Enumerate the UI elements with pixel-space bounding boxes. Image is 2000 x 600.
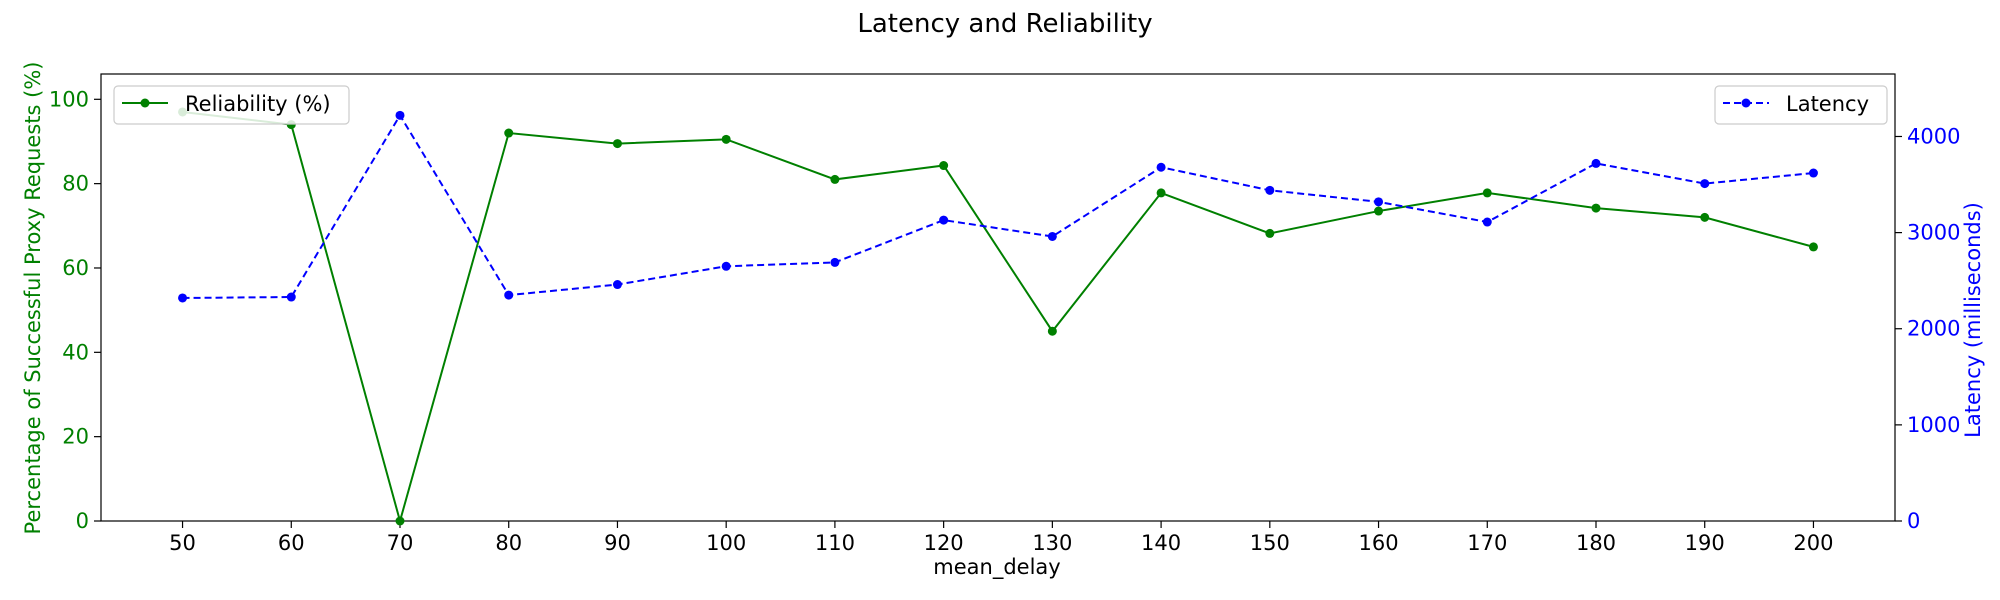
reliability-data-point (396, 517, 405, 526)
y-tick-label-right: 3000 (1907, 221, 1960, 245)
x-tick-label: 60 (278, 531, 305, 555)
x-tick-label: 200 (1793, 531, 1833, 555)
y-tick-label-right: 0 (1907, 509, 1920, 533)
reliability-data-point (1700, 213, 1709, 222)
reliability-data-point (1809, 242, 1818, 251)
legend-latency-label: Latency (1786, 92, 1869, 116)
plot-frame (101, 74, 1895, 521)
reliability-data-point (722, 135, 731, 144)
x-tick-label: 140 (1141, 531, 1181, 555)
reliability-data-point (613, 139, 622, 148)
y-tick-label-left: 40 (62, 340, 89, 364)
x-tick-label: 80 (495, 531, 522, 555)
latency-data-point (504, 291, 513, 300)
latency-data-point (722, 262, 731, 271)
legend-reliability-marker (141, 99, 150, 108)
reliability-series-line (183, 112, 1814, 521)
reliability-data-point (1592, 204, 1601, 213)
latency-data-point (1374, 197, 1383, 206)
legend-reliability-label: Reliability (%) (185, 92, 331, 116)
latency-data-point (396, 111, 405, 120)
reliability-data-point (1374, 207, 1383, 216)
latency-data-point (939, 216, 948, 225)
y-axis-label-left: Percentage of Successful Proxy Requests … (21, 62, 45, 535)
latency-data-point (613, 280, 622, 289)
x-tick-label: 90 (604, 531, 631, 555)
chart-title: Latency and Reliability (857, 9, 1152, 39)
x-tick-label: 160 (1358, 531, 1398, 555)
legend-latency: Latency (1715, 86, 1887, 124)
latency-data-point (1483, 218, 1492, 227)
x-tick-label: 110 (815, 531, 855, 555)
latency-data-point (1592, 159, 1601, 168)
legend-reliability: Reliability (%) (114, 86, 349, 124)
latency-data-point (1157, 163, 1166, 172)
reliability-data-point (1157, 188, 1166, 197)
x-tick-label: 70 (387, 531, 414, 555)
x-tick-label: 190 (1685, 531, 1725, 555)
reliability-data-point (504, 129, 513, 138)
y-tick-label-left: 0 (76, 509, 89, 533)
reliability-data-point (1048, 327, 1057, 336)
latency-data-point (1700, 179, 1709, 188)
x-tick-label: 180 (1576, 531, 1616, 555)
x-tick-label: 100 (706, 531, 746, 555)
latency-series-line (183, 115, 1814, 298)
x-tick-label: 170 (1467, 531, 1507, 555)
legend-latency-marker (1742, 99, 1751, 108)
y-tick-label-right: 1000 (1907, 413, 1960, 437)
x-tick-label: 50 (169, 531, 196, 555)
x-tick-label: 120 (924, 531, 964, 555)
y-tick-label-left: 100 (49, 87, 89, 111)
x-tick-label: 130 (1032, 531, 1072, 555)
reliability-data-point (1483, 188, 1492, 197)
reliability-data-point (939, 161, 948, 170)
y-tick-label-right: 2000 (1907, 317, 1960, 341)
y-tick-label-left: 80 (62, 172, 89, 196)
latency-data-point (1048, 232, 1057, 241)
y-tick-label-left: 20 (62, 425, 89, 449)
reliability-data-point (830, 175, 839, 184)
x-tick-label: 150 (1250, 531, 1290, 555)
latency-data-point (1809, 169, 1818, 178)
latency-data-point (830, 258, 839, 267)
latency-data-point (287, 293, 296, 302)
x-axis-label: mean_delay (933, 555, 1060, 580)
y-tick-label-left: 60 (62, 256, 89, 280)
plot-area: 50 60 70 80 90 100 110 120 130 140 150 160 170 180 190… (49, 74, 1961, 555)
reliability-data-point (1265, 229, 1274, 238)
latency-data-point (178, 293, 187, 302)
y-axis-label-right: Latency (milliseconds) (1961, 202, 1985, 438)
latency-data-point (1265, 186, 1274, 195)
y-tick-label-right: 4000 (1907, 124, 1960, 148)
